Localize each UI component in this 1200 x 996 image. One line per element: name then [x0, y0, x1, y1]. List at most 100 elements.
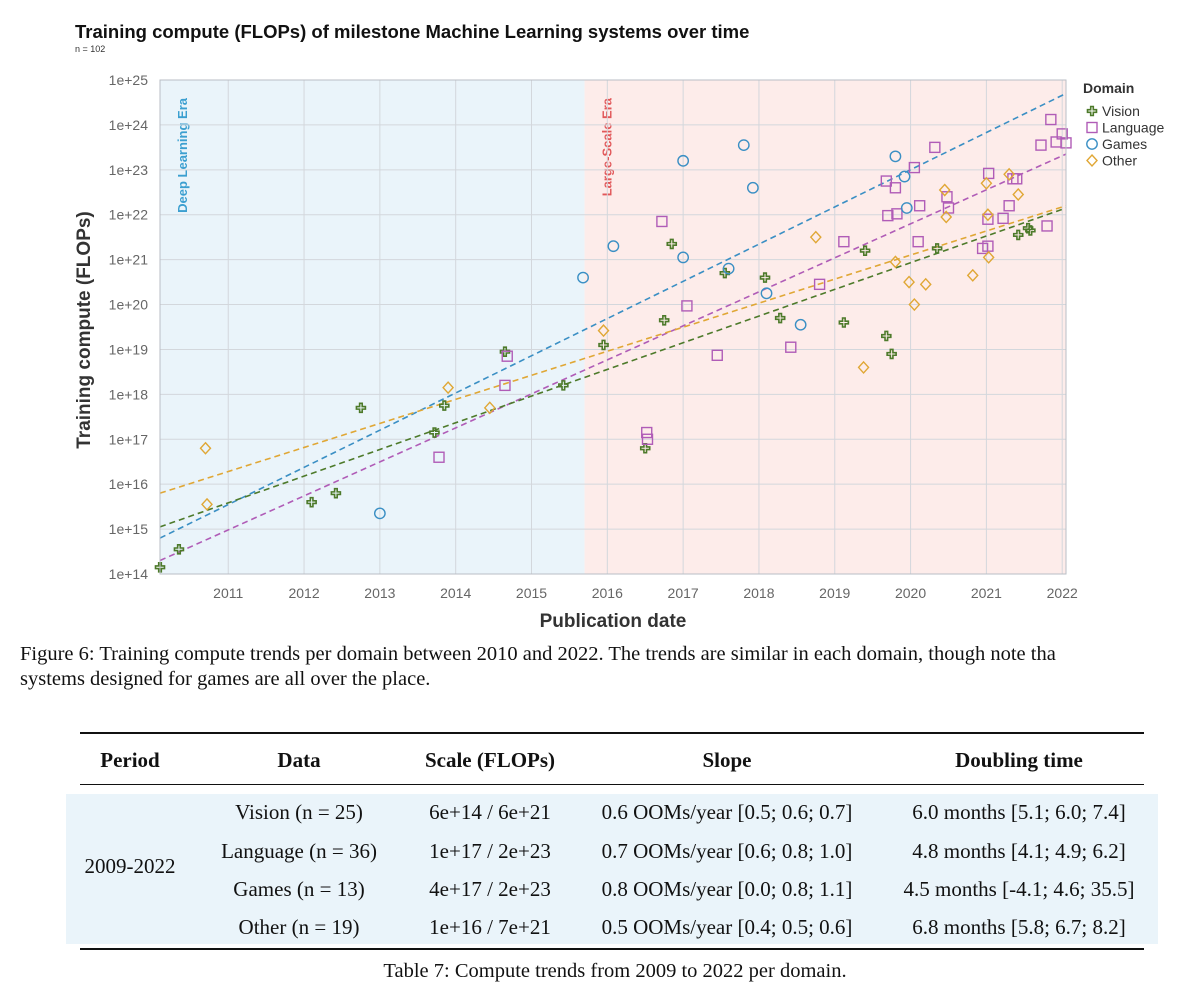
data-point-language: [880, 175, 893, 187]
x-tick-label: 2022: [1047, 585, 1078, 601]
data-point-language: [982, 213, 994, 225]
scale-cell: 1e+17 / 2e+23: [429, 839, 551, 863]
x-tick-label: 2012: [288, 585, 319, 601]
trendlines: [159, 92, 1067, 562]
table-bottom-rule: [80, 948, 1144, 950]
data-point-games: [722, 262, 735, 275]
data-point-language: [838, 235, 850, 248]
data-point-vision: [330, 487, 342, 499]
figure-caption: Figure 6: Training compute trends per do…: [20, 642, 1200, 692]
data-point-language: [913, 200, 926, 212]
x-tick-label: 2011: [213, 585, 243, 601]
data-points: [154, 113, 1072, 573]
slope-cell: 0.8 OOMs/year [0.0; 0.8; 1.1]: [601, 877, 853, 901]
era-region: [584, 80, 1066, 574]
legend-label: Language: [1102, 120, 1165, 136]
data-point-other: [442, 381, 455, 395]
data-point-vision: [429, 427, 440, 438]
x-tick-label: 2019: [819, 585, 850, 601]
compute-trends-chart: Deep Learning Era Large-Scale Era 2011 201…: [74, 21, 1165, 632]
data-point-language: [889, 182, 902, 194]
scale-cell: 6e+14 / 6e+21: [429, 800, 551, 824]
data-point-games: [677, 251, 690, 264]
data-point-language: [1045, 113, 1057, 126]
data-point-language: [499, 379, 511, 392]
data-point-other: [903, 275, 916, 289]
trendline: [159, 204, 1067, 494]
data-point-vision: [774, 312, 786, 324]
slope-cell: 0.6 OOMs/year [0.5; 0.6; 0.7]: [601, 800, 853, 824]
data-point-other: [889, 255, 902, 269]
data-point-other: [980, 176, 993, 190]
y-tick-label: 1e+14: [109, 566, 149, 582]
data-point-vision: [838, 317, 850, 328]
legend-marker-vision: [1086, 105, 1098, 117]
data-point-language: [1003, 200, 1015, 212]
data-point-vision: [759, 272, 771, 283]
legend-label: Other: [1102, 153, 1137, 169]
x-axis-label: Publication date: [540, 611, 687, 632]
data-point-other: [483, 401, 496, 415]
x-tick-label: 2021: [971, 585, 1002, 601]
scale-cell: 1e+16 / 7e+21: [429, 915, 551, 939]
trendline: [159, 153, 1067, 562]
data-point-other: [201, 497, 213, 511]
era-label: Deep Learning Era: [175, 97, 190, 213]
data-point-language: [1035, 139, 1047, 151]
data-point-language: [908, 161, 921, 174]
data-point-vision: [1025, 225, 1036, 236]
y-tick-label: 1e+19: [109, 341, 149, 357]
data-point-other: [966, 268, 979, 282]
data-point-other: [1003, 167, 1016, 181]
x-tick-label: 2015: [516, 585, 547, 601]
era-regions: Deep Learning Era Large-Scale Era: [160, 80, 1066, 574]
data-point-games: [373, 507, 386, 520]
legend-title: Domain: [1083, 80, 1134, 96]
trendline: [159, 207, 1067, 528]
data-point-games: [794, 318, 807, 331]
data-point-other: [981, 208, 994, 222]
slope-cell: 0.5 OOMs/year [0.4; 0.5; 0.6]: [601, 915, 853, 939]
data-point-language: [929, 141, 941, 154]
y-tick-label: 1e+17: [109, 431, 149, 447]
data-point-vision: [598, 339, 609, 351]
y-tick-label: 1e+15: [109, 521, 149, 537]
y-tick-label: 1e+16: [109, 476, 149, 492]
data-point-other: [919, 277, 932, 291]
data-point-language: [1041, 220, 1053, 232]
data-point-language: [1011, 173, 1023, 185]
data-point-games: [760, 287, 773, 300]
data-point-language: [813, 278, 826, 291]
data-point-vision: [306, 496, 317, 508]
x-tick-label: 2013: [364, 585, 395, 601]
data-point-vision: [719, 267, 731, 279]
data-point-games: [737, 139, 750, 152]
data-point-language: [433, 451, 445, 463]
data-point-language: [785, 341, 797, 353]
data-point-games: [577, 271, 589, 284]
header-scale: Scale (FLOPs): [424, 748, 556, 772]
data-point-other: [938, 183, 951, 197]
data-point-games: [677, 154, 690, 167]
data-point-vision: [439, 400, 450, 411]
doubling-cell: 6.8 months [5.8; 6.7; 8.2]: [912, 915, 1126, 939]
doubling-cell: 4.5 months [-4.1; 4.6; 35.5]: [903, 877, 1135, 901]
header-data: Data: [277, 748, 321, 772]
data-point-vision: [886, 348, 897, 360]
y-tick-label: 1e+20: [109, 297, 149, 313]
data-point-language: [656, 215, 668, 228]
y-tick-label: 1e+25: [109, 72, 149, 88]
data-point-other: [857, 360, 870, 374]
legend-marker-other: [1086, 153, 1098, 168]
x-tick-label: 2020: [895, 585, 926, 601]
doubling-cell: 4.8 months [4.1; 4.9; 6.2]: [912, 839, 1126, 863]
data-point-language: [1056, 128, 1068, 140]
y-tick-label: 1e+21: [109, 252, 149, 268]
data-point-games: [900, 202, 913, 214]
figure-caption-line-2: systems designed for games are all over …: [20, 668, 431, 690]
y-tick-label: 1e+23: [109, 162, 149, 178]
data-point-language: [501, 350, 513, 362]
data-point-vision: [173, 544, 185, 555]
scale-cell: 4e+17 / 2e+23: [429, 877, 551, 901]
legend-marker-games: [1086, 138, 1098, 150]
